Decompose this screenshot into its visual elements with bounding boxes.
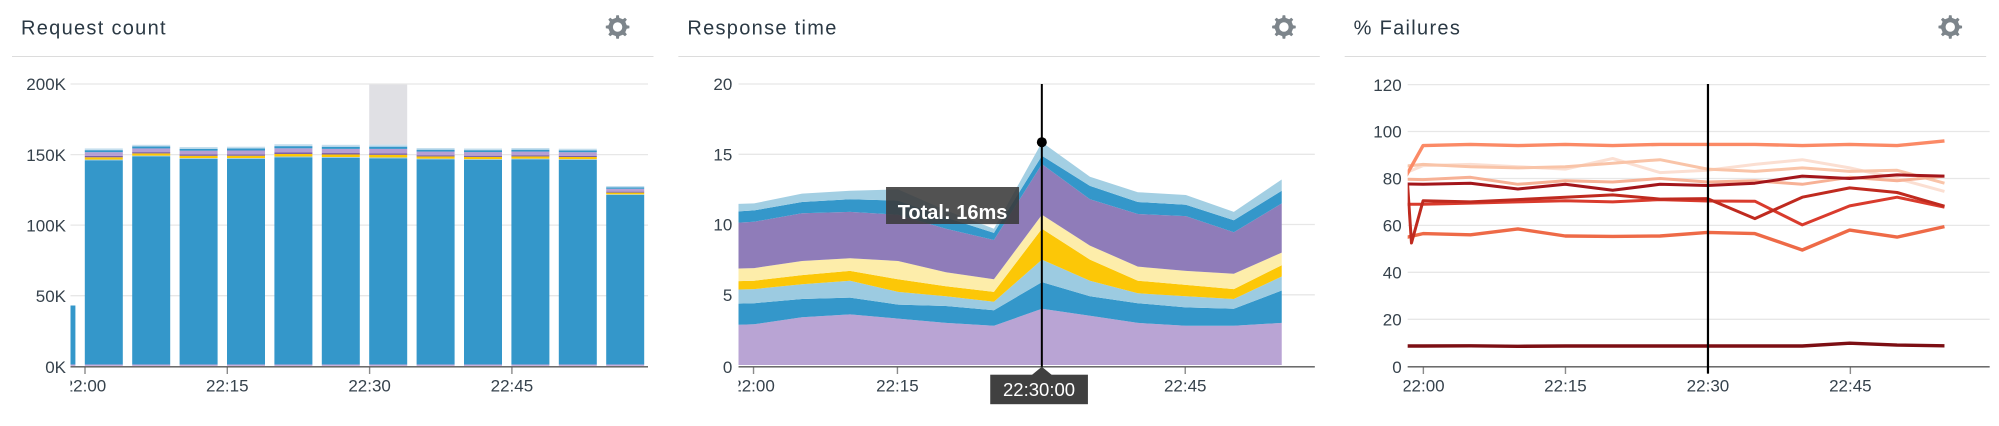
svg-text:120: 120 [1373, 76, 1401, 95]
svg-text:0K: 0K [45, 358, 66, 377]
svg-text:Total: 16ms: Total: 16ms [898, 202, 1008, 224]
svg-text:20: 20 [1383, 311, 1402, 330]
svg-text:22:00: 22:00 [64, 377, 107, 396]
svg-text:22:30: 22:30 [1687, 377, 1730, 396]
svg-text:20: 20 [713, 75, 732, 94]
svg-text:60: 60 [1383, 217, 1402, 236]
svg-text:100: 100 [1373, 123, 1401, 142]
svg-text:0: 0 [723, 358, 732, 377]
svg-text:% Failures: % Failures [1354, 18, 1461, 40]
svg-text:22:00: 22:00 [732, 377, 775, 396]
svg-text:22:15: 22:15 [1544, 377, 1587, 396]
svg-text:Request count: Request count [21, 18, 167, 40]
svg-text:150K: 150K [26, 146, 66, 165]
svg-text:100K: 100K [26, 216, 66, 235]
svg-text:22:15: 22:15 [206, 377, 249, 396]
svg-text:22:45: 22:45 [1829, 377, 1872, 396]
svg-text:0: 0 [1392, 358, 1401, 377]
svg-text:22:15: 22:15 [876, 377, 919, 396]
svg-text:15: 15 [713, 146, 732, 165]
svg-text:22:30:00: 22:30:00 [1003, 379, 1075, 400]
svg-text:80: 80 [1383, 170, 1402, 189]
svg-text:50K: 50K [36, 287, 67, 306]
svg-text:200K: 200K [26, 75, 66, 94]
svg-text:40: 40 [1383, 264, 1402, 283]
svg-text:5: 5 [723, 286, 732, 305]
svg-text:22:00: 22:00 [1402, 377, 1445, 396]
svg-text:22:45: 22:45 [1164, 377, 1207, 396]
svg-text:22:30: 22:30 [348, 377, 391, 396]
svg-text:22:45: 22:45 [491, 377, 534, 396]
svg-text:Response time: Response time [687, 18, 837, 40]
svg-text:10: 10 [713, 216, 732, 235]
